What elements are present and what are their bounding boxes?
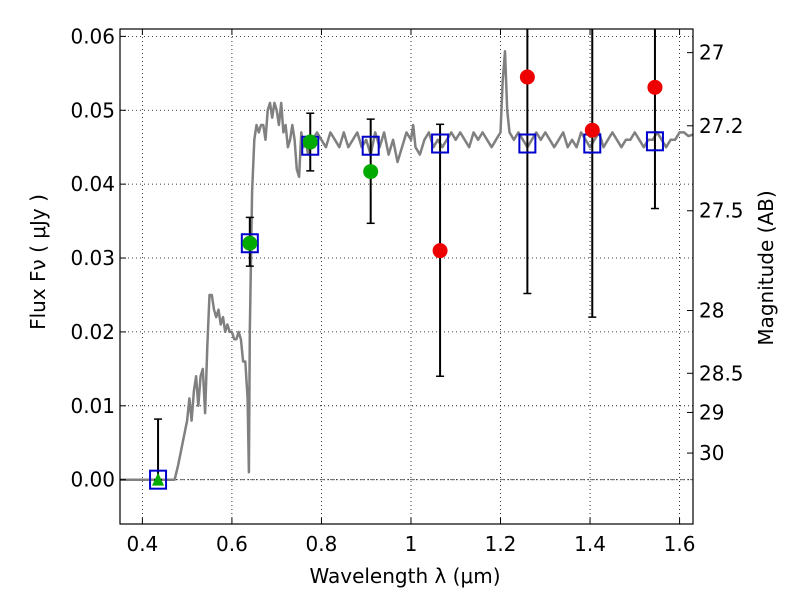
model-point-square [431, 133, 450, 154]
y2-tick-label: 27.2 [699, 114, 744, 138]
y-tick-label: 0.03 [70, 246, 115, 270]
x-tick-label: 0.8 [306, 532, 338, 556]
x-tick-label: 1.6 [664, 532, 696, 556]
observed-point-circle [647, 79, 663, 95]
y2-tick-label: 27 [699, 41, 724, 65]
observed-point-circle [432, 243, 448, 259]
y-tick-label: 0.02 [70, 320, 115, 344]
axis-ticks: 0.4 0.6 0.8 1 1.2 1.4 1.6 0.00 0.01 0.02 0.03 0.04 0… [70, 24, 743, 556]
template-spectrum-line [120, 49, 693, 481]
x-tick-label: 1 [405, 532, 418, 556]
y-tick-label: 0.00 [70, 468, 115, 492]
y-axis-label: Flux Fν ( μJy ) [26, 194, 50, 330]
plot-frame [119, 28, 694, 525]
y-tick-label: 0.05 [70, 98, 115, 122]
model-point-square [518, 133, 537, 154]
plot-area [120, 29, 693, 490]
y2-tick-label: 28.5 [699, 361, 744, 385]
observed-point-circle [242, 235, 258, 251]
observed-point-circle [584, 122, 600, 138]
observed-point-circle [302, 134, 318, 150]
y-tick-label: 0.01 [70, 394, 115, 418]
model-point-square [645, 131, 664, 152]
model-point-square [361, 135, 380, 156]
y-tick-label: 0.04 [70, 172, 115, 196]
y2-tick-label: 28 [699, 298, 724, 322]
model-point-square [240, 233, 259, 254]
model-point-square [149, 469, 168, 490]
y2-tick-label: 29 [699, 400, 724, 424]
y2-tick-label: 27.5 [699, 199, 744, 223]
x-tick-label: 0.4 [126, 532, 158, 556]
x-tick-label: 0.6 [216, 532, 248, 556]
y2-axis-label: Magnitude (AB) [754, 190, 778, 345]
x-axis-label: Wavelength λ (μm) [309, 564, 500, 588]
observed-point-circle [363, 164, 379, 180]
y2-tick-label: 30 [699, 441, 724, 465]
grid-lines [120, 29, 693, 524]
x-tick-label: 1.2 [485, 532, 517, 556]
x-tick-label: 1.4 [574, 532, 606, 556]
observed-point-circle [519, 69, 535, 85]
observed-point-triangle [152, 472, 165, 486]
y-tick-label: 0.06 [70, 24, 115, 48]
